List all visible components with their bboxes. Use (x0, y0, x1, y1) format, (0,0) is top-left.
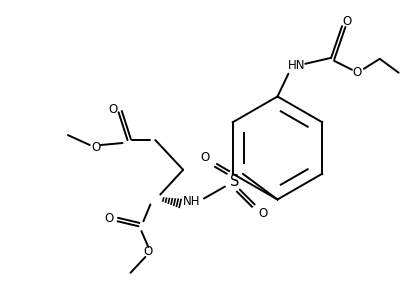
Text: O: O (104, 212, 113, 225)
Text: HN: HN (287, 59, 304, 72)
Text: O: O (257, 207, 266, 220)
Text: O: O (108, 103, 117, 116)
Text: O: O (91, 142, 100, 154)
Text: NH: NH (183, 195, 200, 208)
Text: O: O (200, 151, 209, 164)
Text: O: O (341, 15, 351, 28)
Text: O: O (352, 66, 361, 79)
Text: S: S (230, 174, 239, 189)
Text: O: O (143, 246, 153, 258)
